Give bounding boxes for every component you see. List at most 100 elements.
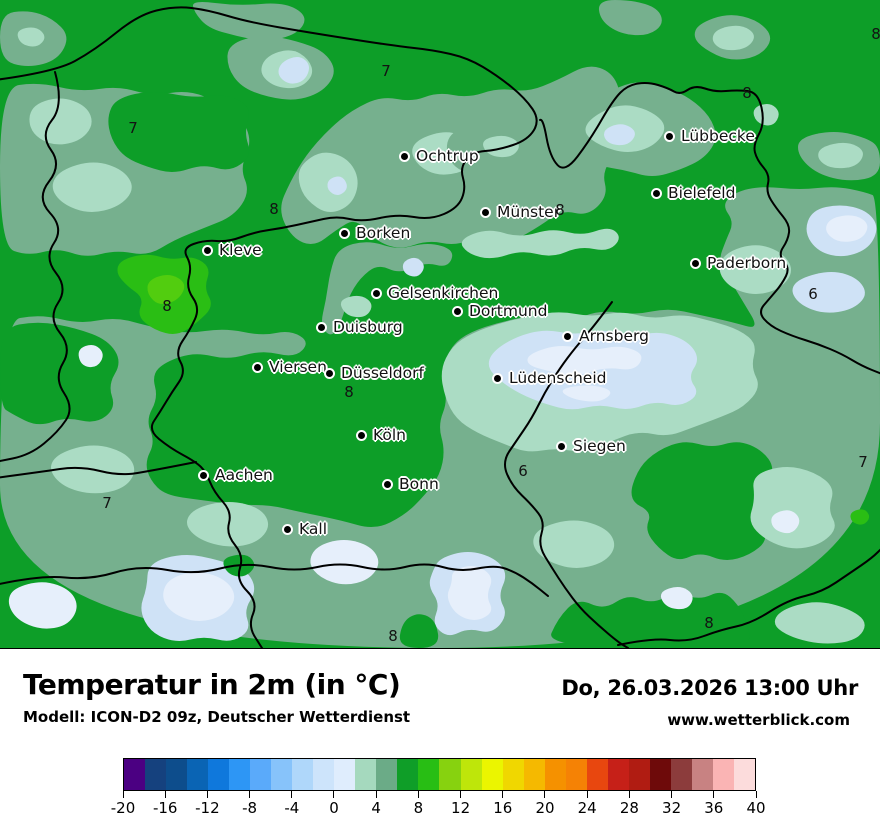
city-label: Paderborn <box>707 254 787 272</box>
city-label: Lüdenscheid <box>509 369 607 387</box>
colorbar-tick <box>755 791 757 798</box>
temperature-region <box>278 57 309 84</box>
colorbar-tick <box>586 791 588 798</box>
city-marker: Arnsberg <box>564 327 649 345</box>
country-border-line <box>0 461 197 479</box>
temperature-region <box>631 442 773 560</box>
colorbar-segment <box>187 759 209 790</box>
city-dot-icon <box>204 246 211 254</box>
colorbar-tick-label: -12 <box>195 799 220 817</box>
colorbar-segment <box>250 759 272 790</box>
temperature-region <box>850 509 870 525</box>
colorbar-segment <box>691 759 713 790</box>
city-dot-icon <box>326 369 333 377</box>
city-marker: Lüdenscheid <box>494 369 607 387</box>
city-marker: Köln <box>358 426 406 444</box>
city-label: Arnsberg <box>579 327 649 345</box>
colorbar-segment <box>313 759 335 790</box>
temperature-region <box>310 540 379 585</box>
colorbar-segment <box>292 759 314 790</box>
temperature-region <box>551 592 751 648</box>
city-label: Gelsenkirchen <box>388 284 499 302</box>
colorbar-segment <box>208 759 230 790</box>
colorbar-tick-label: 4 <box>371 799 381 817</box>
colorbar-tick-labels: -20 -16 -12 -8 -4 0 4 8 12 16 20 24 28 32 36 40 <box>111 799 766 817</box>
colorbar-tick-label: 20 <box>535 799 555 817</box>
colorbar-tick <box>671 791 673 798</box>
city-marker: Bonn <box>384 475 439 493</box>
colorbar-segment <box>397 759 419 790</box>
city-label: Viersen <box>269 358 327 376</box>
colorbar-segment <box>544 759 566 790</box>
temperature-region <box>826 215 868 242</box>
temperature-region <box>598 0 662 36</box>
colorbar-tick <box>713 791 715 798</box>
city-marker: Borken <box>341 224 410 242</box>
colorbar-tick <box>122 791 124 798</box>
country-border-line <box>539 82 880 375</box>
colorbar-segment <box>166 759 188 790</box>
city-dot-icon <box>200 471 207 479</box>
colorbar-tick <box>164 791 166 798</box>
colorbar-segment <box>733 759 755 790</box>
colorbar-tick <box>460 791 462 798</box>
colorbar-segment <box>418 759 440 790</box>
temperature-region <box>771 510 800 534</box>
temperature-region <box>712 25 754 51</box>
city-marker: Ochtrup <box>401 147 479 165</box>
city-label: Dortmund <box>469 302 548 320</box>
country-border-line <box>617 548 880 646</box>
temperature-region <box>402 257 424 277</box>
colorbar-segment <box>229 759 251 790</box>
city-label: Duisburg <box>333 318 403 336</box>
city-dot-icon <box>564 332 571 340</box>
temperature-region <box>483 135 519 158</box>
colorbar-segment <box>124 759 146 790</box>
colorbar-tick-label: 24 <box>577 799 597 817</box>
colorbar-segment <box>586 759 608 790</box>
temperature-value-label: 8 <box>388 627 398 645</box>
city-marker: Siegen <box>558 437 626 455</box>
colorbar-tick-label: 12 <box>451 799 471 817</box>
temperature-value-label: 8 <box>704 614 714 632</box>
colorbar-tick <box>502 791 504 798</box>
city-dot-icon <box>454 307 461 315</box>
temperature-region <box>399 614 439 648</box>
colorbar-tick-label: 32 <box>662 799 682 817</box>
temperature-value-label: 8 <box>344 383 354 401</box>
colorbar-segment <box>460 759 482 790</box>
colorbar-tick <box>417 791 419 798</box>
temperature-value-label: 7 <box>128 119 138 137</box>
city-marker: Paderborn <box>692 254 786 272</box>
city-marker: Münster <box>482 203 560 221</box>
temperature-region <box>447 566 492 620</box>
country-border-line <box>504 301 629 648</box>
temperature-value-label: 6 <box>808 285 818 303</box>
temperature-value-label: 7 <box>858 453 868 471</box>
temperature-region <box>774 602 865 644</box>
colorbar-segment <box>628 759 650 790</box>
city-dot-icon <box>358 431 365 439</box>
colorbar-tick-label: 16 <box>493 799 513 817</box>
colorbar-segment <box>565 759 587 790</box>
city-marker: Kall <box>284 520 327 538</box>
weather-map: Ochtrup Lübbecke Münster Bielefeld Borken Kle… <box>0 0 880 649</box>
page-title: Temperatur in 2m (in °C) <box>23 668 401 701</box>
colorbar-segment <box>376 759 398 790</box>
city-marker: Gelsenkirchen <box>373 284 498 302</box>
colorbar-tick-label: 28 <box>619 799 639 817</box>
temperature-value-label: 6 <box>518 462 528 480</box>
temperature-region <box>792 272 865 313</box>
colorbar-ticks <box>122 791 757 798</box>
temperature-region <box>52 162 132 212</box>
city-label: Ochtrup <box>416 147 479 165</box>
country-border-line <box>0 563 549 597</box>
temperature-region <box>750 467 835 549</box>
colorbar-segment <box>670 759 692 790</box>
colorbar-tick <box>628 791 630 798</box>
temperature-value-label: 7 <box>102 494 112 512</box>
colorbar-tick <box>249 791 251 798</box>
forecast-datetime-label: Do, 26.03.2026 13:00 Uhr <box>561 676 858 700</box>
temperature-region <box>562 385 611 402</box>
colorbar-segment <box>712 759 734 790</box>
